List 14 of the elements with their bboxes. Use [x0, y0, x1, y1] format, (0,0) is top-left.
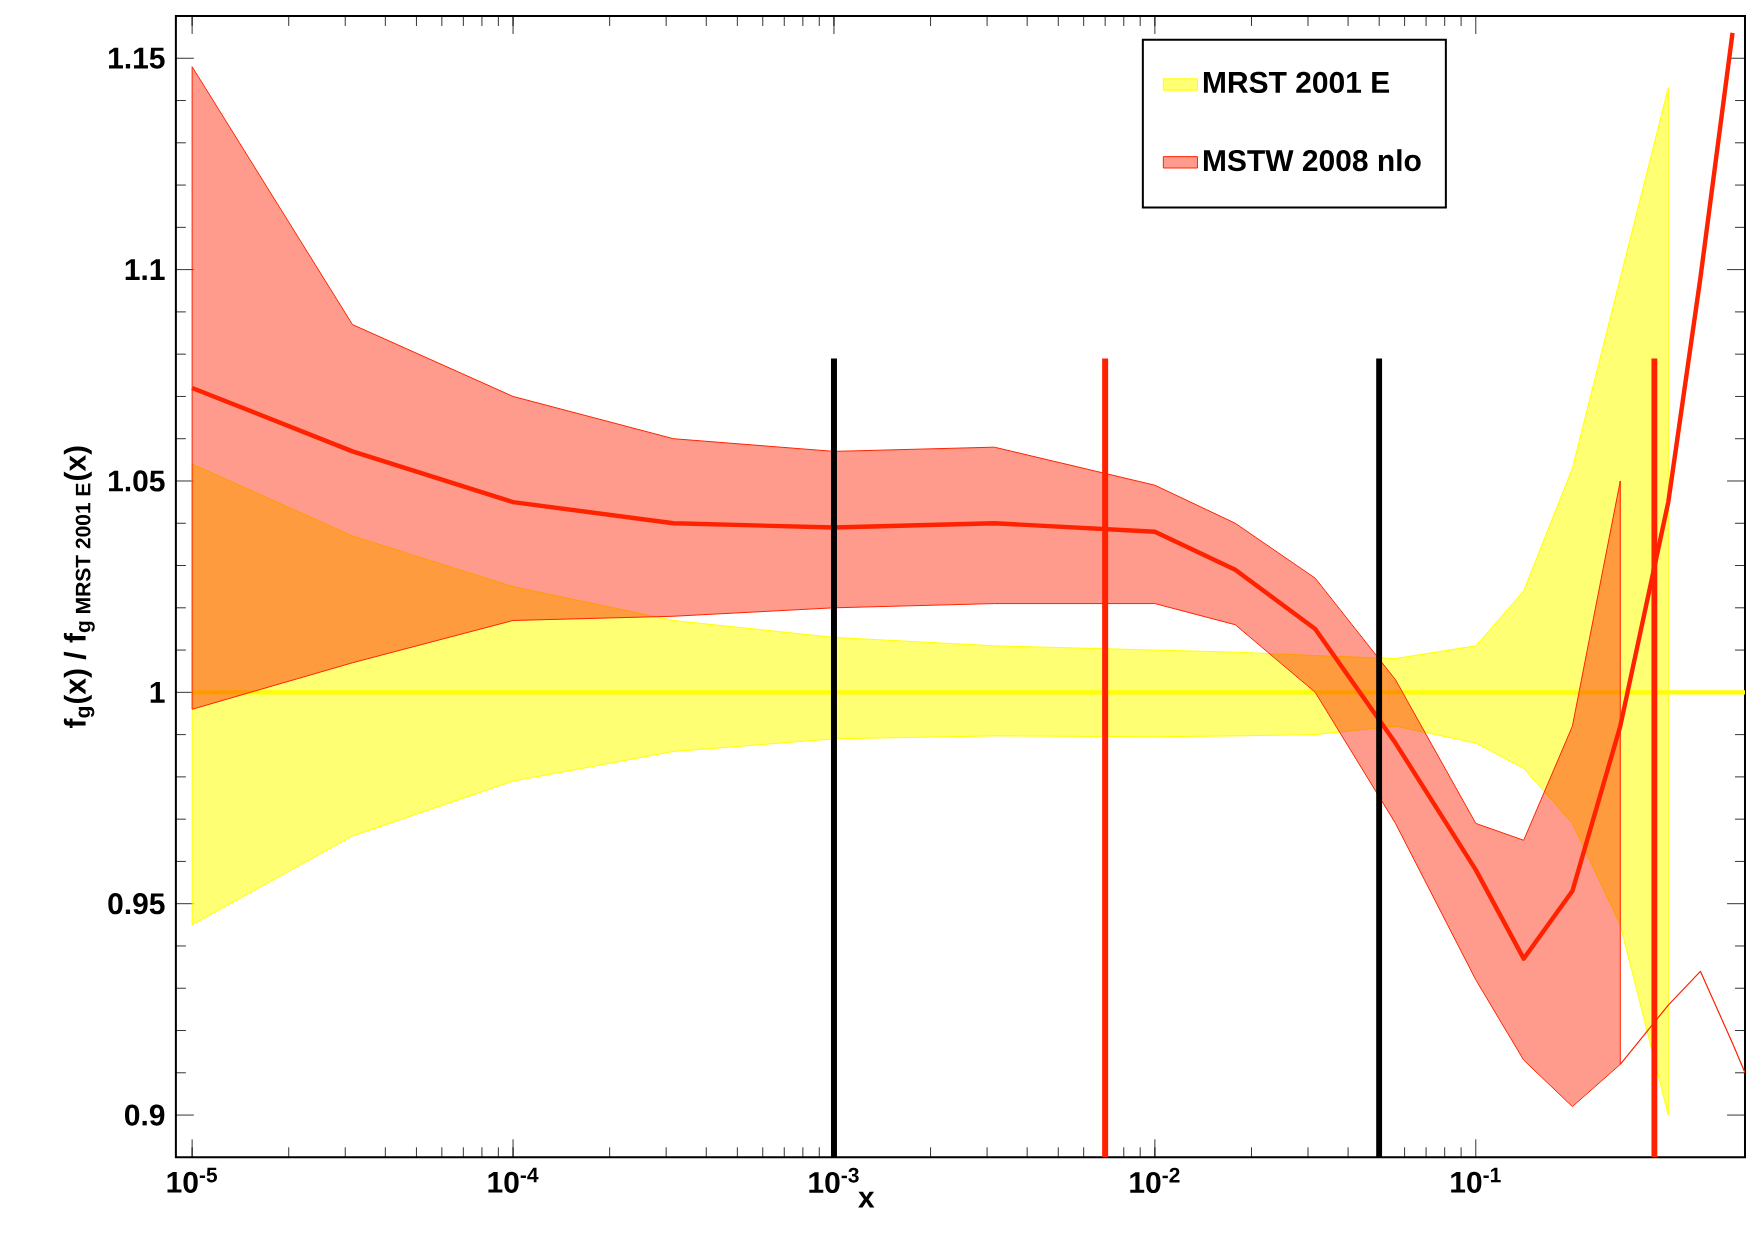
x-axis-title: x — [858, 1191, 875, 1208]
y-tick-label: 0.95 — [108, 892, 165, 915]
y-tick-label: 0.9 — [125, 1104, 165, 1126]
legend-label: MRST 2001 E — [1203, 71, 1390, 93]
legend-label: MSTW 2008 nlo — [1203, 149, 1421, 172]
y-tick-label: 1.05 — [109, 470, 165, 492]
x-tick-label: 10$^{-1}$ — [1451, 1167, 1501, 1193]
y-tick-label: 1.15 — [109, 47, 165, 69]
x-tick-label: 10$^{-2}$ — [1130, 1167, 1180, 1193]
x-tick-label: 10$^{-3}$ — [809, 1167, 859, 1193]
y-tick-label: 1.1 — [125, 259, 165, 280]
x-tick-label: 10$^{-4}$ — [488, 1167, 539, 1193]
y-tick-label: 1 — [150, 681, 165, 703]
x-tick-label: 10$^{-5}$ — [167, 1167, 218, 1193]
